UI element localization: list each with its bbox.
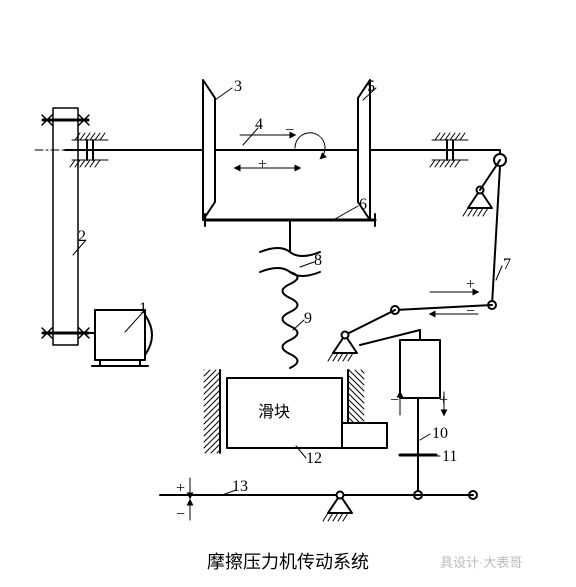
watermark: 具设计·大表哥: [440, 552, 522, 571]
label-5: 5: [367, 78, 375, 96]
sign-minus-r: −: [466, 303, 475, 321]
label-11: 11: [442, 448, 457, 466]
sign-plus-bl: +: [176, 480, 185, 498]
label-2: 2: [78, 228, 86, 246]
label-8: 8: [314, 252, 322, 270]
sign-plus-r: +: [466, 276, 475, 294]
label-1: 1: [139, 300, 147, 318]
label-10: 10: [432, 425, 448, 443]
label-9: 9: [304, 310, 312, 328]
sign-minus-top: −: [285, 122, 294, 140]
slider-text: 滑块: [258, 398, 290, 422]
sign-plus-mid: +: [439, 392, 448, 410]
sign-minus-bl: −: [176, 506, 185, 524]
sign-plus-top: +: [258, 156, 267, 174]
label-12: 12: [306, 450, 322, 468]
label-6: 6: [359, 196, 367, 214]
label-7: 7: [503, 256, 511, 274]
diagram-canvas: [0, 0, 576, 587]
label-13: 13: [232, 478, 248, 496]
label-4: 4: [255, 116, 263, 134]
label-3: 3: [234, 78, 242, 96]
sign-minus-mid: −: [390, 392, 399, 410]
